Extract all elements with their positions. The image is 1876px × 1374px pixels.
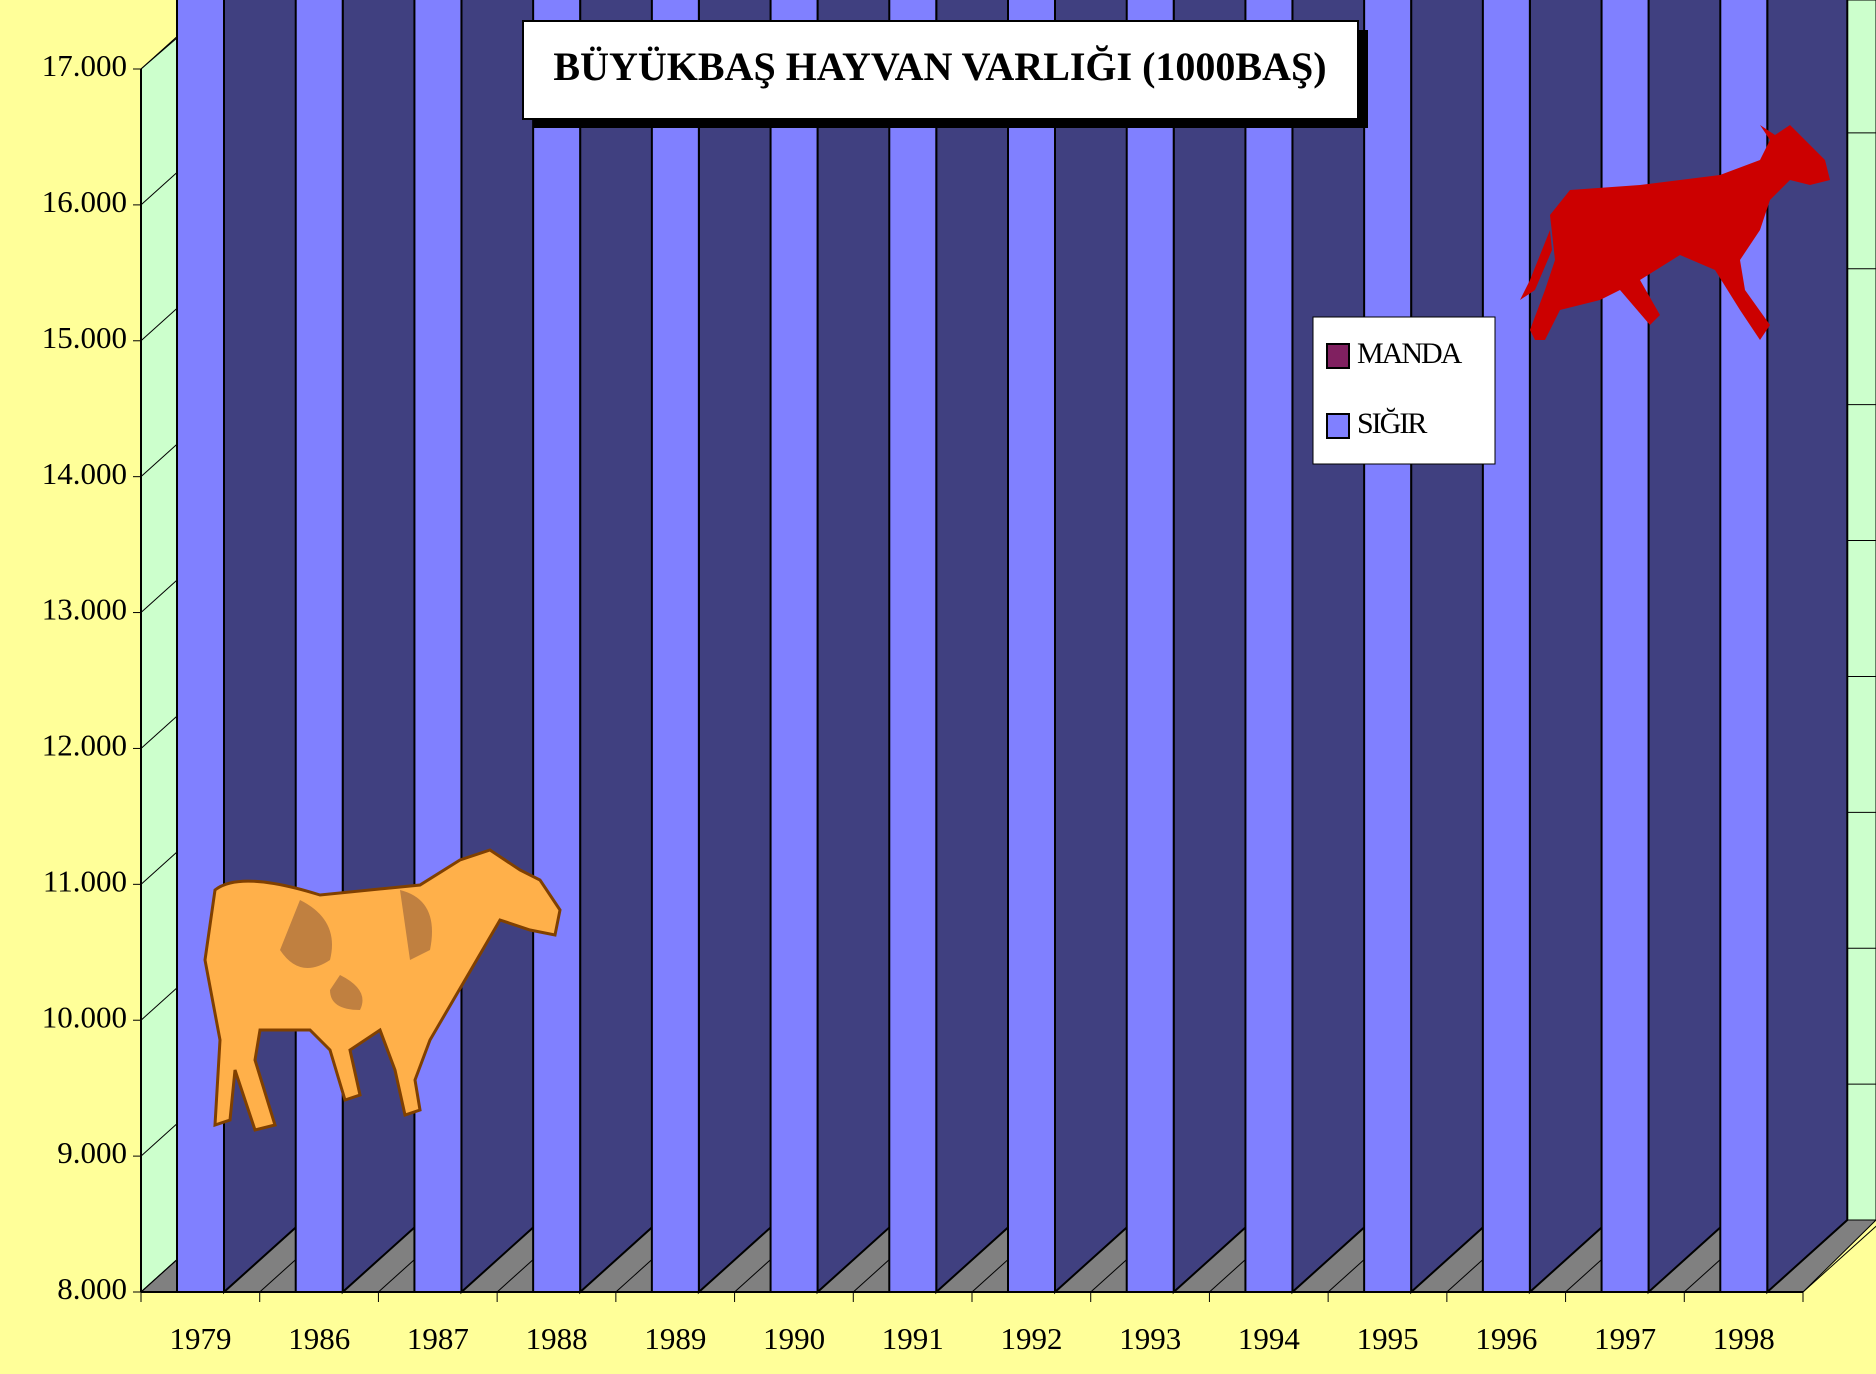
bar-side: [1174, 0, 1254, 1292]
x-tick-label: 1998: [1713, 1321, 1775, 1356]
x-tick-label: 1986: [288, 1321, 350, 1356]
bar-side: [461, 0, 541, 1292]
bar-side: [936, 0, 1016, 1292]
y-tick-label: 16.000: [42, 184, 127, 219]
bar: [1127, 0, 1174, 1292]
x-tick-label: 1991: [882, 1321, 944, 1356]
y-tick-label: 11.000: [43, 863, 127, 898]
bar-side: [818, 0, 898, 1292]
bar: [771, 0, 818, 1292]
bar: [889, 0, 936, 1292]
legend-swatch: [1327, 414, 1349, 438]
bar: [1008, 0, 1055, 1292]
y-tick-label: 9.000: [57, 1135, 127, 1170]
y-tick-label: 12.000: [42, 728, 127, 763]
bar: [296, 0, 343, 1292]
x-tick-label: 1987: [407, 1321, 469, 1356]
chart-title: BÜYÜKBAŞ HAYVAN VARLIĞI (1000BAŞ): [553, 44, 1326, 89]
x-tick-label: 1989: [644, 1321, 706, 1356]
legend-label: MANDA: [1357, 337, 1463, 370]
y-tick-label: 15.000: [42, 320, 127, 355]
bar-side: [580, 0, 660, 1292]
bar: [414, 0, 461, 1292]
x-tick-label: 1994: [1238, 1321, 1301, 1356]
y-tick-label: 14.000: [42, 456, 127, 491]
y-tick-label: 8.000: [57, 1271, 127, 1306]
bar-side: [1292, 0, 1372, 1292]
x-tick-label: 1996: [1475, 1321, 1537, 1356]
x-tick-label: 1988: [526, 1321, 588, 1356]
x-tick-label: 1979: [170, 1321, 232, 1356]
bar: [1483, 0, 1530, 1292]
bar-side: [1767, 0, 1847, 1292]
bar: [533, 0, 580, 1292]
x-tick-label: 1995: [1357, 1321, 1419, 1356]
x-tick-label: 1990: [763, 1321, 825, 1356]
chart: 8.000 9.000 10.000 11.000 12.000 13.000 14.000…: [0, 0, 1876, 1374]
legend-swatch: [1327, 344, 1349, 368]
y-tick-label: 10.000: [42, 999, 127, 1034]
bar-side: [1411, 0, 1491, 1292]
x-tick-label: 1997: [1594, 1321, 1656, 1356]
x-tick-label: 1992: [1001, 1321, 1063, 1356]
y-tick-label: 13.000: [42, 592, 127, 627]
bar-side: [1055, 0, 1135, 1292]
bar: [652, 0, 699, 1292]
x-tick-label: 1993: [1119, 1321, 1181, 1356]
legend-label: SIĞIR: [1357, 407, 1427, 440]
y-tick-label: 17.000: [42, 48, 127, 83]
bar: [1245, 0, 1292, 1292]
bar: [1364, 0, 1411, 1292]
bar-side: [699, 0, 779, 1292]
